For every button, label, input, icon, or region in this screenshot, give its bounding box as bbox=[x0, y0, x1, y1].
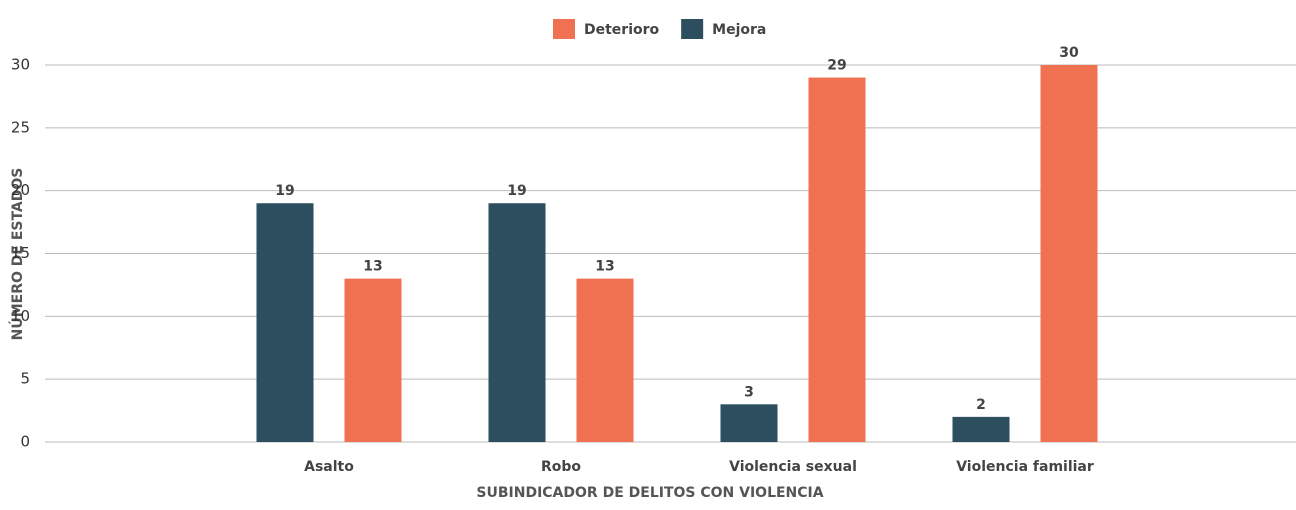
x-tick-label: Robo bbox=[541, 459, 581, 475]
y-tick-label: 0 bbox=[20, 433, 30, 451]
y-tick-label: 20 bbox=[11, 181, 30, 199]
data-label: 30 bbox=[1059, 45, 1079, 61]
x-tick-label: Asalto bbox=[304, 459, 354, 475]
data-label: 19 bbox=[275, 183, 294, 199]
y-axis-title: NÚMERO DE ESTADOS bbox=[8, 168, 26, 341]
bar bbox=[808, 77, 866, 443]
x-tick-label: Violencia sexual bbox=[729, 459, 857, 475]
bar bbox=[344, 278, 402, 442]
y-tick-label: 5 bbox=[20, 370, 30, 388]
bar bbox=[1040, 65, 1098, 442]
legend-label: Deterioro bbox=[584, 22, 660, 38]
bar bbox=[720, 404, 778, 442]
data-label: 13 bbox=[363, 259, 382, 275]
x-axis-title: SUBINDICADOR DE DELITOS CON VIOLENCIA bbox=[476, 485, 823, 501]
data-label: 19 bbox=[507, 183, 526, 199]
x-tick-label: Violencia familiar bbox=[956, 459, 1094, 475]
bar bbox=[256, 203, 314, 442]
bar bbox=[952, 416, 1010, 442]
legend-label: Mejora bbox=[712, 22, 766, 38]
bar bbox=[576, 278, 634, 442]
data-label: 29 bbox=[827, 58, 846, 74]
data-label: 13 bbox=[595, 259, 614, 275]
y-tick-label: 25 bbox=[11, 118, 30, 136]
bar bbox=[488, 203, 546, 442]
data-label: 2 bbox=[976, 397, 986, 413]
y-tick-label: 10 bbox=[11, 307, 30, 325]
data-label: 3 bbox=[744, 384, 754, 400]
y-tick-label: 30 bbox=[11, 56, 30, 74]
y-tick-label: 15 bbox=[11, 244, 30, 262]
legend-swatch bbox=[553, 19, 575, 39]
legend-swatch bbox=[681, 19, 704, 39]
